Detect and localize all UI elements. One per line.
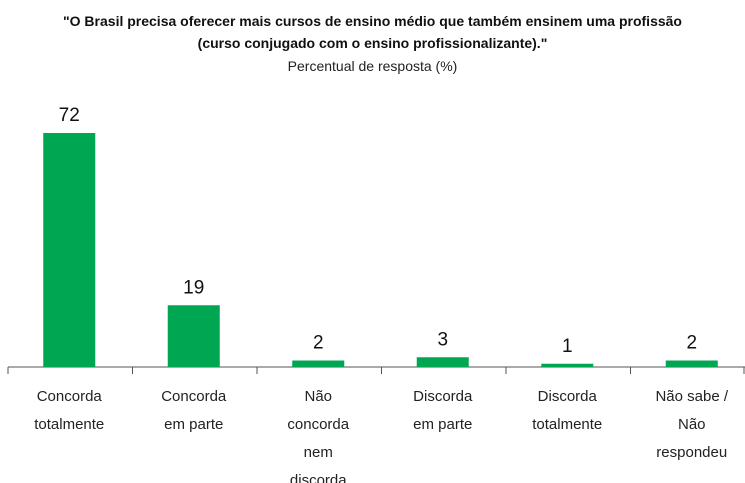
x-tick-label: Concorda em parte bbox=[161, 388, 227, 433]
bar bbox=[167, 305, 220, 367]
x-tick-label: Não concorda nem discorda bbox=[287, 388, 350, 483]
bar bbox=[416, 357, 469, 367]
value-label: 1 bbox=[562, 336, 573, 357]
x-tick-label: Discorda totalmente bbox=[532, 388, 603, 433]
chart-title: "O Brasil precisa oferecer mais cursos d… bbox=[63, 13, 682, 51]
bar bbox=[43, 133, 96, 367]
value-label: 19 bbox=[183, 277, 204, 298]
value-label: 2 bbox=[686, 333, 697, 354]
x-tick-label: Concorda totalmente bbox=[34, 388, 105, 433]
bar bbox=[541, 363, 594, 367]
chart-subtitle: Percentual de resposta (%) bbox=[287, 58, 458, 74]
value-label: 3 bbox=[437, 329, 448, 350]
value-label: 2 bbox=[313, 333, 324, 354]
value-label: 72 bbox=[59, 105, 80, 126]
x-tick-label: Não sabe / Não respondeu bbox=[655, 388, 729, 461]
x-tick-label: Discorda em parte bbox=[413, 388, 473, 433]
bar bbox=[665, 360, 718, 367]
bar bbox=[292, 360, 345, 367]
